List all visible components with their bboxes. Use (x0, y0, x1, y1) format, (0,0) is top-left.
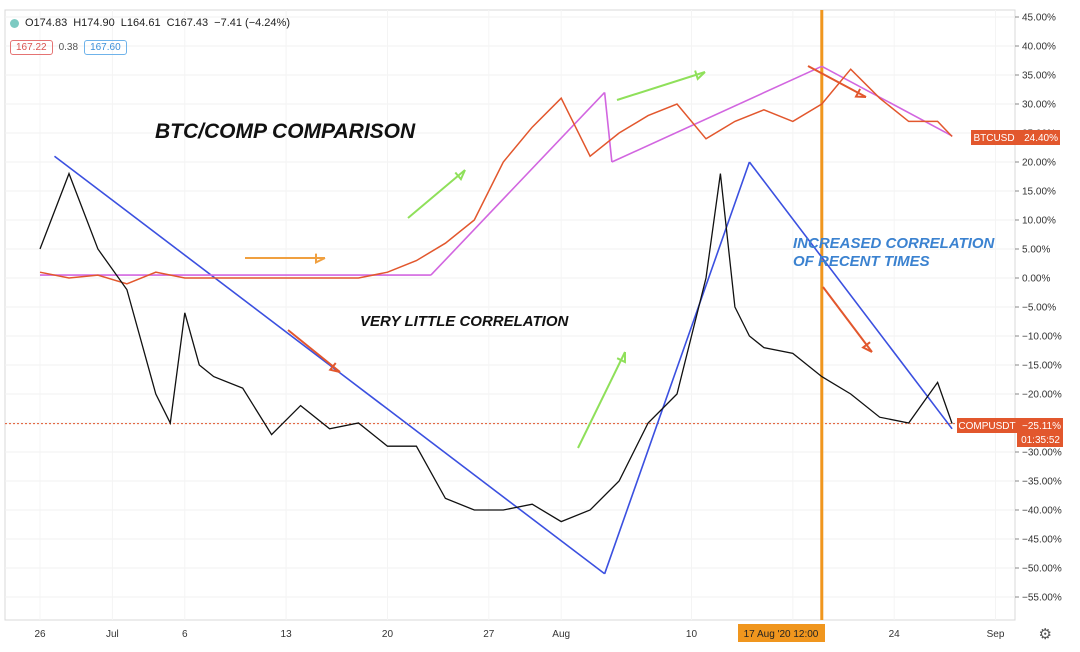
open-value: O174.83 (25, 17, 68, 29)
x-tick-label: 27 (483, 629, 495, 640)
y-tick-label: 45.00% (1022, 13, 1056, 24)
green-arrow-2-head (694, 70, 706, 81)
x-tick-label: Jul (106, 629, 119, 640)
comp-series-line (39, 171, 953, 523)
y-tick-label: −50.00% (1022, 564, 1062, 575)
btc-tag-bg (971, 130, 1018, 145)
green-arrow-2 (616, 71, 706, 101)
x-tick-label: 26 (34, 629, 46, 640)
y-tick-label: 40.00% (1022, 42, 1056, 53)
countdown: 01:35:52 (1021, 435, 1060, 446)
y-tick-label: −55.00% (1022, 593, 1062, 604)
y-tick-label: −45.00% (1022, 535, 1062, 546)
pink-trendline (611, 65, 823, 163)
trendlines (40, 65, 953, 575)
pink-trendline (821, 65, 953, 137)
comp-tag: COMPUSDT (958, 421, 1015, 432)
btc-value-bg (1018, 130, 1060, 145)
red-arrow-3-head (861, 341, 873, 353)
btc-tag: BTCUSD (973, 133, 1014, 144)
x-tick-label: 13 (281, 629, 293, 640)
comp-value: −25.11% (1022, 421, 1061, 432)
close-value: C167.43 (166, 17, 209, 29)
x-tick-label: Sep (987, 629, 1005, 640)
y-tick-label: 35.00% (1022, 71, 1056, 82)
grid (4, 9, 1016, 621)
y-tick-label: −40.00% (1022, 506, 1062, 517)
y-tick-label: −10.00% (1022, 332, 1062, 343)
buy-button[interactable]: 167.60 (84, 40, 127, 55)
red-arrow-1-head (328, 362, 341, 373)
x-tick-label: 10 (686, 629, 698, 640)
red-arrow-2-head (854, 88, 867, 98)
increased-correlation-annotation: INCREASED CORRELATION (793, 235, 996, 252)
sell-button[interactable]: 167.22 (10, 40, 53, 55)
series-lines (39, 68, 953, 523)
title-annotation: BTC/COMP COMPARISON (155, 120, 416, 143)
btc-value: 24.40% (1024, 133, 1058, 144)
green-arrow-1 (407, 169, 466, 219)
comp-tag-bg (957, 418, 1017, 433)
recent-times-annotation: OF RECENT TIMES (793, 253, 930, 270)
y-tick-label: −15.00% (1022, 361, 1062, 372)
blue-trendline (53, 155, 606, 575)
y-tick-label: 0.00% (1022, 274, 1050, 285)
blue-trendline (603, 161, 751, 575)
x-tick-label: 24 (889, 629, 901, 640)
green-arrow-1-head (454, 169, 466, 181)
x-tick-label: Aug (552, 629, 570, 640)
red-arrow-2 (807, 65, 867, 98)
x-tick-label: 6 (182, 629, 188, 640)
plot-frame (4, 9, 1016, 621)
pink-trendline (603, 92, 613, 163)
little-correlation-annotation: VERY LITTLE CORRELATION (360, 313, 570, 330)
y-tick-label: 20.00% (1022, 158, 1056, 169)
ohlc-header: O174.83 H174.90 L164.61 C167.43 −7.41 (−… (10, 17, 290, 29)
comp-value-bg (1017, 418, 1063, 433)
y-tick-label: 10.00% (1022, 216, 1056, 227)
y-tick-label: −5.00% (1022, 303, 1056, 314)
low-value: L164.61 (120, 17, 161, 29)
y-tick-label: 5.00% (1022, 245, 1050, 256)
crosshair-date: 17 Aug '20 12:00 (744, 629, 819, 640)
y-tick-label: 30.00% (1022, 100, 1056, 111)
y-tick-label: −30.00% (1022, 448, 1062, 459)
high-value: H174.90 (73, 17, 115, 29)
y-tick-label: −35.00% (1022, 477, 1062, 488)
green-arrow-3-head (616, 351, 626, 364)
y-axis: 45.00%40.00%35.00%30.00%25.00%20.00%15.0… (1015, 13, 1062, 604)
crosshair-date-bg (738, 624, 825, 642)
bid-ask-row: 167.22 0.38 167.60 (10, 40, 127, 55)
change-value: −7.41 (−4.24%) (214, 17, 290, 29)
settings-gear-icon[interactable]: ⚙ (1038, 626, 1052, 643)
y-tick-label: −20.00% (1022, 390, 1062, 401)
red-arrow-3 (822, 286, 873, 353)
countdown-bg (1017, 433, 1063, 447)
y-tick-label: 15.00% (1022, 187, 1056, 198)
blue-trendline (748, 161, 953, 430)
spread-value: 0.38 (58, 42, 79, 53)
status-dot-icon (10, 18, 19, 28)
red-arrow-1 (287, 329, 341, 373)
annotation-arrows (245, 65, 873, 449)
pink-trendline (430, 91, 606, 276)
x-axis: 26Jul6132027Aug101724Sep (34, 629, 1004, 640)
green-arrow-3 (577, 351, 626, 449)
btc-series-line (39, 68, 953, 285)
flat-arrow-head (314, 253, 326, 264)
x-tick-label: 20 (382, 629, 394, 640)
